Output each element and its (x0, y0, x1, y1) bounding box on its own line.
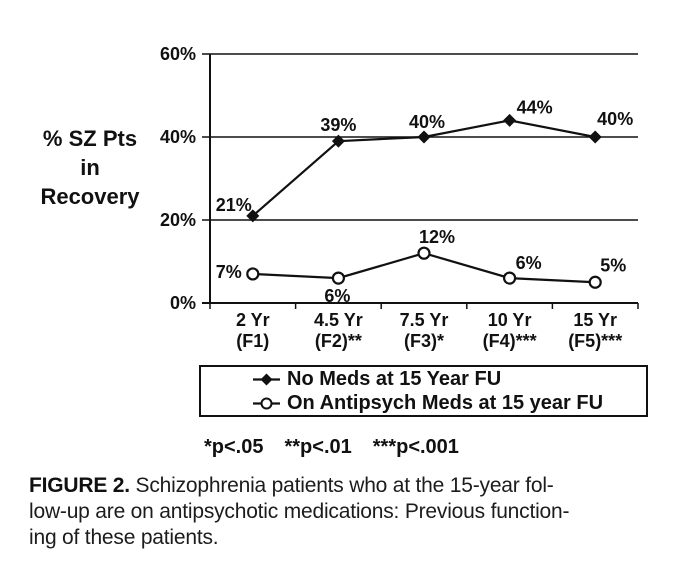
data-point-label: 21% (216, 195, 252, 215)
x-category-label: 4.5 Yr (314, 310, 363, 330)
caption-line-1: FIGURE 2. Schizophrenia patients who at … (29, 473, 681, 499)
x-category-sublabel: (F3)* (404, 331, 444, 351)
legend-label-no-meds: No Meds at 15 Year FU (287, 367, 502, 390)
data-point-diamond (417, 130, 431, 144)
y-tick-label: 0% (170, 293, 196, 313)
x-category-label: 7.5 Yr (400, 310, 449, 330)
caption-figure-label: FIGURE 2. (29, 474, 130, 497)
y-axis-title-line1: % SZ Pts (42, 126, 138, 151)
x-category-sublabel: (F4)*** (483, 331, 537, 351)
y-tick-label: 40% (160, 127, 196, 147)
y-tick-label: 20% (160, 210, 196, 230)
data-point-label: 44% (517, 97, 553, 117)
x-category-sublabel: (F2)** (315, 331, 362, 351)
legend-label-on-meds: On Antipsych Meds at 15 year FU (287, 391, 604, 414)
data-point-label: 6% (324, 286, 350, 306)
x-category-label: 10 Yr (488, 310, 532, 330)
x-category-sublabel: (F1) (236, 331, 269, 351)
figure-caption: FIGURE 2. Schizophrenia patients who at … (29, 473, 681, 551)
data-point-diamond (331, 134, 345, 148)
data-point-label: 5% (600, 255, 626, 275)
data-point-label: 40% (409, 112, 445, 132)
data-point-label: 39% (320, 115, 356, 135)
data-point-diamond (246, 209, 260, 223)
y-axis-title: % SZ Pts in Recovery (18, 124, 162, 211)
data-point-circle (503, 271, 517, 285)
y-tick-label: 60% (160, 44, 196, 64)
caption-line-1-text: Schizophrenia patients who at the 15-yea… (135, 474, 554, 497)
data-point-label: 40% (597, 109, 633, 129)
caption-line-2: low-up are on antipsychotic medications:… (29, 500, 570, 523)
open-circle-marker-icon (253, 397, 280, 409)
data-point-circle (331, 271, 345, 285)
y-axis-title-line2: in (80, 155, 100, 180)
recovery-line-chart: 0% 20% 40% 60% 2 Yr(F1) 4.5 Yr(F2)** 7.5 Yr(F3… (160, 44, 639, 351)
data-point-circle (588, 275, 602, 289)
x-category-label: 2 Yr (236, 310, 270, 330)
caption-line-3: ing of these patients. (29, 526, 219, 549)
legend-row-on-meds: On Antipsych Meds at 15 year FU (253, 392, 646, 415)
data-point-diamond (503, 113, 517, 127)
y-axis-title-line3: Recovery (40, 184, 140, 209)
legend-row-no-meds: No Meds at 15 Year FU (253, 368, 646, 391)
data-point-circle (417, 246, 431, 260)
significance-p05: *p<.05 (204, 436, 264, 458)
data-point-label: 6% (516, 253, 542, 273)
data-point-circle (246, 267, 260, 281)
significance-p001: ***p<.001 (372, 436, 459, 458)
significance-p01: **p<.01 (284, 436, 352, 458)
filled-diamond-marker-icon (253, 373, 280, 385)
x-category-sublabel: (F5)*** (568, 331, 622, 351)
significance-note: *p<.05 **p<.01 ***p<.001 (204, 436, 459, 459)
data-point-label: 7% (216, 262, 242, 282)
data-point-diamond (588, 130, 602, 144)
data-point-label: 12% (419, 227, 455, 247)
legend-box: No Meds at 15 Year FU On Antipsych Meds … (199, 365, 648, 417)
x-category-label: 15 Yr (573, 310, 617, 330)
